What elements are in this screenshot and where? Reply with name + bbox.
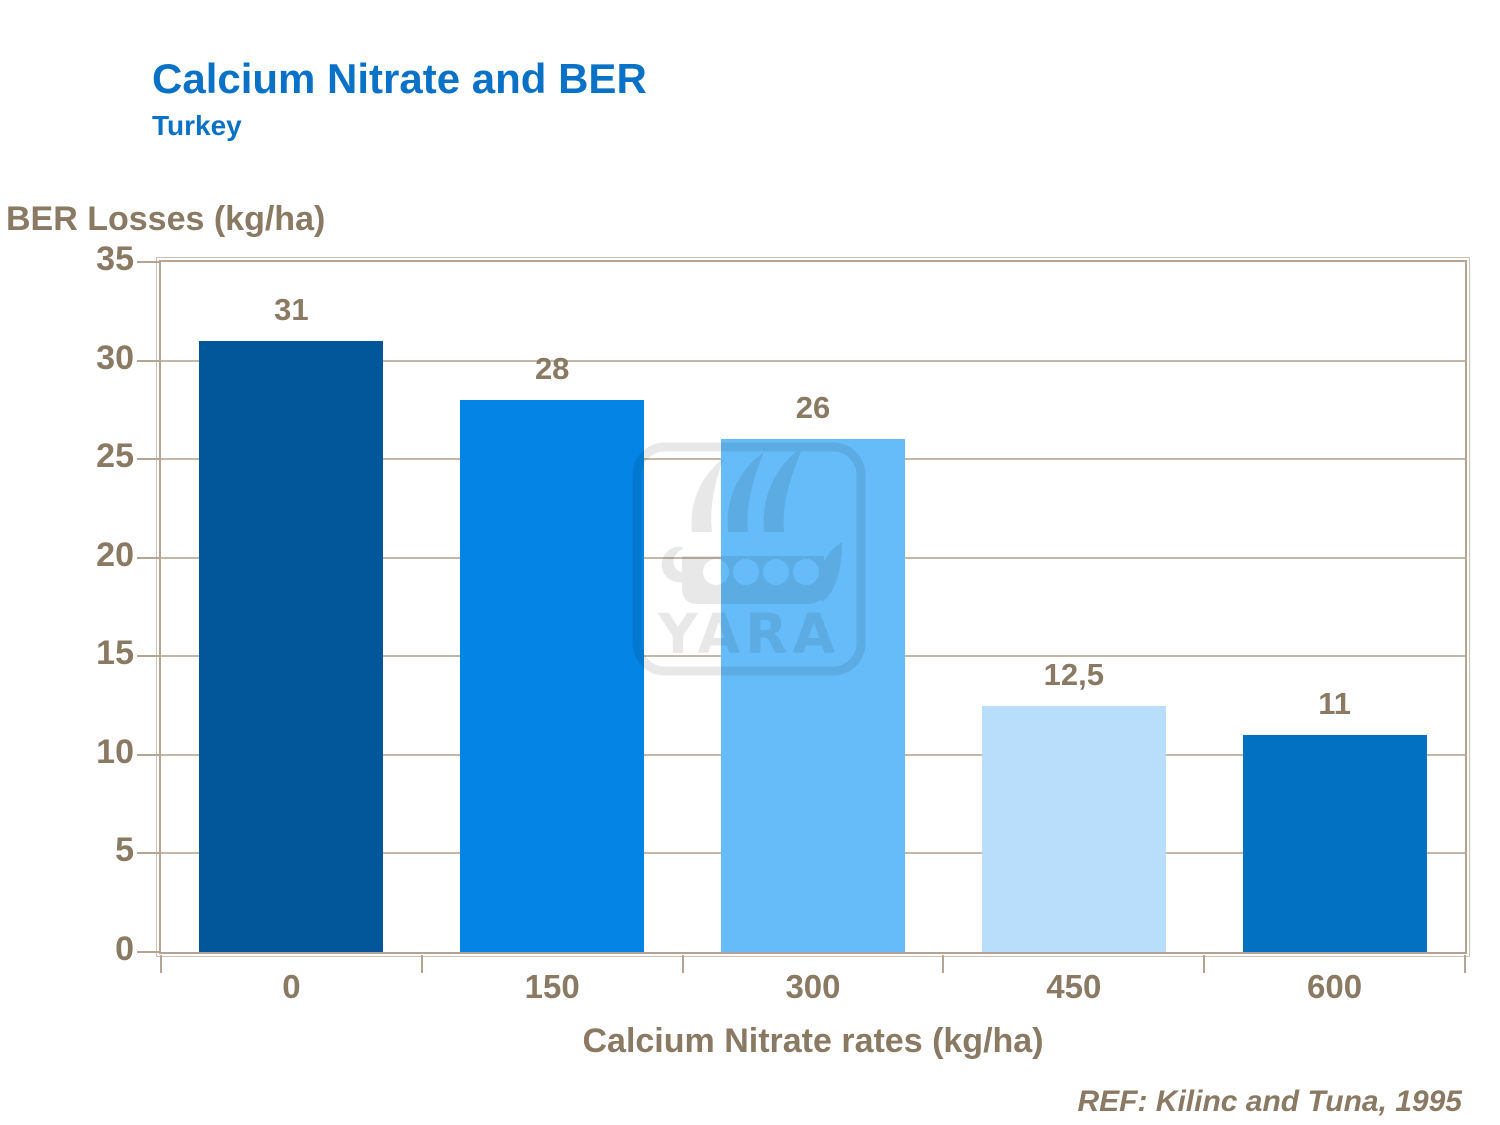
- y-axis-tick: [137, 556, 159, 559]
- y-tick-label: 20: [96, 535, 134, 574]
- y-axis-tick-labels: 35 30 25 20 15 10 5 0: [0, 240, 134, 968]
- chart-title: Calcium Nitrate and BER: [152, 55, 647, 102]
- y-axis-tick: [137, 951, 159, 953]
- bar-value-label: 31: [274, 291, 309, 327]
- y-tick-label: 0: [115, 930, 134, 968]
- x-tick-label: 300: [785, 968, 841, 1005]
- gridline: [161, 359, 1465, 362]
- y-tick-label: 10: [96, 732, 134, 771]
- bar-600: [1242, 735, 1427, 952]
- x-tick-label: 450: [1046, 968, 1102, 1005]
- chart-subtitle: Turkey: [152, 110, 242, 141]
- x-axis-tick: [160, 955, 162, 973]
- y-tick-label: 35: [96, 240, 134, 278]
- y-tick-label: 5: [115, 831, 134, 870]
- bar-450: [981, 705, 1166, 952]
- x-axis-tick: [1203, 955, 1206, 973]
- y-tick-label: 30: [96, 338, 134, 377]
- bar-300: [721, 439, 905, 952]
- x-tick-label: 0: [282, 968, 301, 1005]
- y-axis-tick: [137, 655, 159, 658]
- y-axis-tick: [137, 458, 159, 461]
- y-tick-label: 15: [96, 634, 134, 673]
- bar-value-label: 28: [534, 351, 570, 386]
- bar-150: [460, 400, 645, 952]
- bar-0: [199, 340, 384, 952]
- x-axis-tick: [1464, 955, 1466, 973]
- y-axis-tick: [137, 261, 159, 263]
- y-axis-tick: [137, 359, 159, 362]
- x-axis-tick: [942, 955, 945, 973]
- x-axis-tick: [420, 955, 423, 973]
- bar-value-label: 11: [1318, 686, 1351, 722]
- x-axis-tick-labels: 0 150 300 450 600: [161, 968, 1465, 1008]
- plot-area: 31 28 26 12,5 11: [137, 257, 1470, 973]
- y-axis-tick: [137, 852, 159, 855]
- bar-value-label: 26: [795, 390, 831, 426]
- x-axis-tick: [681, 955, 684, 973]
- x-tick-label: 150: [524, 968, 580, 1005]
- x-axis-title: Calcium Nitrate rates (kg/ha): [582, 1022, 1044, 1060]
- y-axis-tick: [137, 753, 159, 756]
- x-tick-label: 600: [1307, 968, 1363, 1005]
- reference-text: REF: Kilinc and Tuna, 1995: [1077, 1085, 1462, 1118]
- y-axis-title: BER Losses (kg/ha): [6, 200, 326, 238]
- y-tick-label: 25: [96, 437, 134, 476]
- bar-value-label: 12,5: [1043, 656, 1104, 692]
